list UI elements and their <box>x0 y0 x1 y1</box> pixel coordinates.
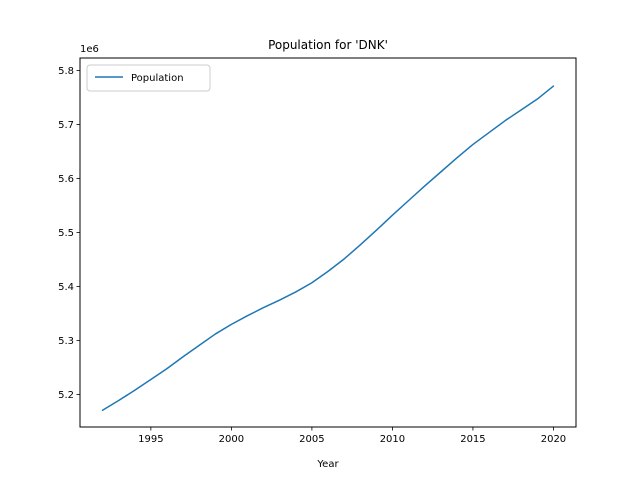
x-tick-label: 2000 <box>219 434 244 445</box>
legend-label-population: Population <box>131 73 184 84</box>
y-tick-label: 5.7 <box>58 120 74 131</box>
x-axis-label: Year <box>316 459 339 470</box>
y-axis: 5.2 5.3 5.4 5.5 5.6 5.7 5.8 <box>58 66 80 401</box>
y-tick-label: 5.2 <box>58 390 74 401</box>
x-tick-label: 1995 <box>138 434 163 445</box>
series-layer <box>101 85 555 411</box>
y-tick-label: 5.6 <box>58 174 74 185</box>
x-tick-label: 2010 <box>380 434 405 445</box>
x-tick-label: 2020 <box>541 434 566 445</box>
x-tick-label: 2015 <box>460 434 485 445</box>
y-offset-label: 1e6 <box>80 44 99 55</box>
y-tick-label: 5.4 <box>58 282 74 293</box>
x-tick-label: 2005 <box>299 434 324 445</box>
series-line-population <box>101 85 555 411</box>
legend: Population <box>86 64 211 92</box>
y-tick-label: 5.5 <box>58 228 74 239</box>
y-tick-label: 5.8 <box>58 66 74 77</box>
chart-title: Population for 'DNK' <box>268 38 388 52</box>
x-axis: 1995 2000 2005 2010 2015 2020 <box>138 427 566 445</box>
plot-area <box>79 57 577 428</box>
y-tick-label: 5.3 <box>58 336 74 347</box>
legend-box <box>86 64 211 92</box>
